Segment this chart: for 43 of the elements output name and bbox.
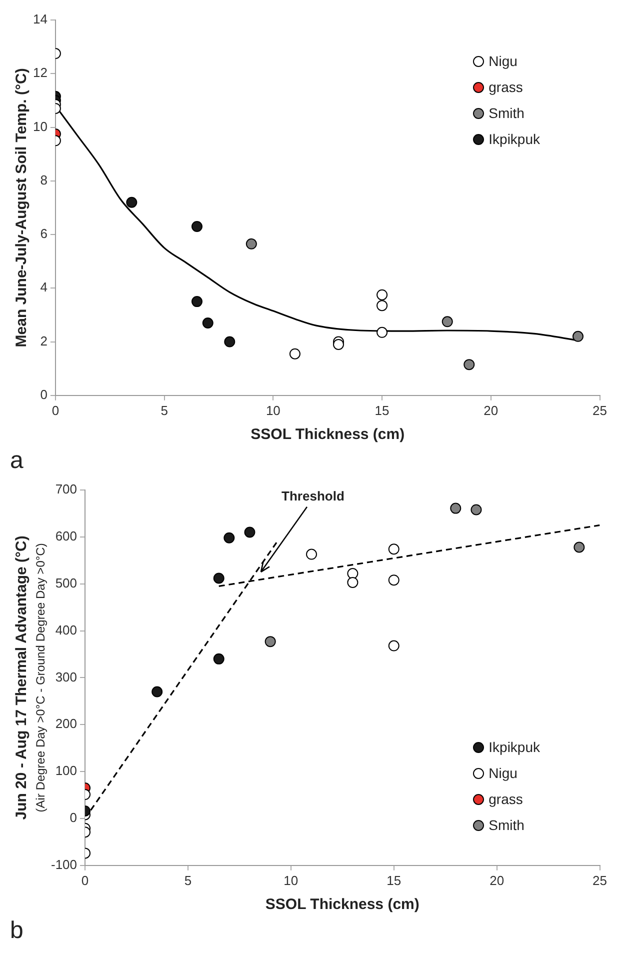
legend-label: Nigu xyxy=(488,53,518,69)
legend-label: Ikpikpuk xyxy=(488,739,540,755)
y-tick-label: 600 xyxy=(55,528,78,544)
y-tick-label: 200 xyxy=(55,716,78,732)
x-tick-label: 15 xyxy=(386,872,402,888)
x-tick-label: 25 xyxy=(592,402,608,418)
y-tick-label: 6 xyxy=(40,226,48,242)
x-axis-title: SSOL Thickness (cm) xyxy=(250,426,405,444)
y-tick-label: 500 xyxy=(55,575,78,590)
y-tick-label: 300 xyxy=(55,669,78,684)
y-tick-label: 4 xyxy=(40,280,48,295)
x-tick-label: 10 xyxy=(284,872,298,888)
x-tick-label: 0 xyxy=(81,872,89,888)
x-tick-label: 20 xyxy=(484,402,498,418)
x-tick-label: 10 xyxy=(266,402,280,418)
legend-label: Smith xyxy=(488,817,524,833)
y-tick-label: 400 xyxy=(55,622,78,638)
legend-label: Ikpikpuk xyxy=(488,131,540,147)
annotation: Threshold xyxy=(282,488,344,504)
x-tick-label: 5 xyxy=(184,872,192,888)
x-tick-label: 20 xyxy=(490,872,504,888)
y-tick-label: 0 xyxy=(40,386,48,402)
legend-label: grass xyxy=(488,79,523,95)
legend-label: Nigu xyxy=(488,765,518,781)
y-tick-label: 700 xyxy=(55,482,78,497)
y-tick-label: -100 xyxy=(50,856,78,872)
y-tick-label: 14 xyxy=(32,12,48,27)
y-tick-label: 12 xyxy=(32,65,48,80)
y-tick-label: 0 xyxy=(70,810,78,826)
legend-label: grass xyxy=(488,791,523,807)
y-axis-title: Jun 20 - Aug 17 Thermal Advantage (°C) (Air Degree Day >0°C - Ground Degree Day >0°C) xyxy=(13,536,48,820)
y-axis-title: Mean June-July-August Soil Temp. (°C) xyxy=(13,68,30,348)
y-tick-label: 10 xyxy=(32,118,48,134)
text: a xyxy=(9,447,24,476)
x-tick-label: 15 xyxy=(374,402,390,418)
x-tick-label: 25 xyxy=(592,872,608,888)
y-tick-label: 100 xyxy=(55,763,78,778)
y-tick-label: 8 xyxy=(40,172,48,188)
x-axis-title: SSOL Thickness (cm) xyxy=(265,896,420,914)
text: b xyxy=(9,917,24,946)
x-tick-label: 5 xyxy=(160,402,168,418)
legend-label: Smith xyxy=(488,105,524,121)
y-tick-label: 2 xyxy=(40,333,48,348)
